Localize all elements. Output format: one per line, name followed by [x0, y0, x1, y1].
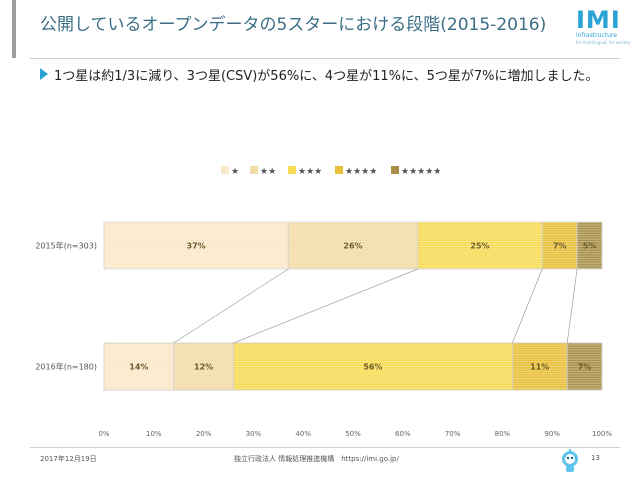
slide-title: 公開しているオープンデータの5スターにおける段階(2015-2016): [40, 15, 547, 35]
page-number: 13: [591, 454, 600, 462]
bar-segment-texture-1-1: [104, 222, 289, 269]
legend-swatch-4: [335, 166, 343, 174]
x-tick-label-11: 100%: [592, 430, 612, 438]
data-label-2-5: 7%: [578, 363, 592, 372]
legend-label-4: ★★★★: [345, 167, 377, 177]
bar-segment-texture-1-2: [288, 222, 418, 269]
footer-divider: [30, 447, 620, 448]
title-accent-bar: [12, 0, 16, 58]
legend-label-5: ★★★★★: [401, 167, 441, 177]
data-label-1-4: 7%: [553, 242, 567, 251]
x-tick-label-2: 10%: [146, 430, 162, 438]
x-tick-label-9: 80%: [495, 430, 511, 438]
x-tick-label-4: 30%: [246, 430, 262, 438]
x-tick-label-8: 70%: [445, 430, 461, 438]
x-tick-label-3: 20%: [196, 430, 212, 438]
logo-main-text: IMI: [576, 6, 621, 34]
chart-legend: ★ ★★ ★★★ ★★★★ ★★★★★: [221, 166, 441, 177]
connector-line-1: [173, 268, 289, 344]
bar-segment-texture-1-3: [417, 222, 543, 269]
x-tick-label-6: 50%: [345, 430, 361, 438]
bar-segment-texture-2-2: [173, 343, 234, 390]
bar-segment-texture-2-4: [512, 343, 568, 390]
logo-sub-text: infrastructure: [576, 32, 617, 39]
data-label-2-4: 11%: [530, 363, 549, 372]
legend-swatch-5: [391, 166, 399, 174]
legend-label-1: ★: [231, 167, 239, 177]
category-label-1: 2015年(n=303): [35, 241, 97, 251]
x-tick-label-7: 60%: [395, 430, 411, 438]
legend-swatch-1: [221, 166, 229, 174]
footer-organization: 独立行政法人 情報処理推進機構 https://imi.go.jp/: [234, 455, 399, 463]
data-label-1-5: 5%: [583, 242, 597, 251]
chart-plot-area: 2015年(n=303) 37% 26% 25% 7% 5% 2016年(n=180) 14%…: [35, 221, 612, 438]
connector-line-2: [233, 268, 418, 344]
legend-label-2: ★★: [260, 167, 276, 177]
legend-swatch-3: [288, 166, 296, 174]
data-label-2-2: 12%: [194, 363, 213, 372]
legend-swatch-2: [250, 166, 258, 174]
bullet-arrow-icon: [40, 68, 48, 80]
x-tick-label-1: 0%: [98, 430, 109, 438]
bar-segment-texture-2-1: [104, 343, 174, 390]
bar-segment-texture-1-5: [577, 222, 602, 269]
footer-date: 2017年12月19日: [40, 455, 97, 463]
mascot-icon: [562, 449, 578, 472]
category-label-2: 2016年(n=180): [35, 362, 97, 372]
legend-label-3: ★★★: [298, 167, 322, 177]
logo-tagline: for multilingual, for society: [576, 40, 630, 45]
data-label-2-1: 14%: [129, 363, 148, 372]
bar-segment-texture-2-5: [567, 343, 602, 390]
data-label-2-3: 56%: [363, 363, 382, 372]
title-divider: [30, 58, 620, 59]
bullet-text: 1つ星は約1/3に減り、3つ星(CSV)が56%に、4つ星が11%に、5つ星が7…: [54, 69, 599, 84]
data-label-1-1: 37%: [187, 242, 206, 251]
data-label-1-2: 26%: [343, 242, 362, 251]
data-label-1-3: 25%: [470, 242, 489, 251]
imi-logo: IMI infrastructure for multilingual, for…: [576, 6, 630, 54]
bar-segment-texture-2-3: [233, 343, 513, 390]
stacked-bar-chart: ★ ★★ ★★★ ★★★★ ★★★★★ 2015年(n=303) 37% 26% 25% 7% 5…: [35, 166, 612, 438]
x-tick-label-10: 90%: [544, 430, 560, 438]
bar-segment-texture-1-4: [542, 222, 578, 269]
x-tick-label-5: 40%: [295, 430, 311, 438]
connector-line-3: [512, 268, 543, 344]
connector-line-4: [566, 268, 578, 344]
